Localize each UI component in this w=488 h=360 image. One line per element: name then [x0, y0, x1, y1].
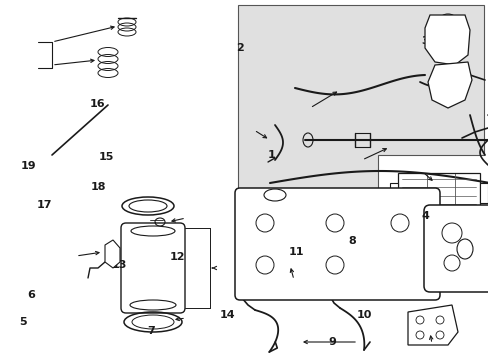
Text: 10: 10: [356, 310, 371, 320]
Text: 18: 18: [91, 182, 106, 192]
Text: 16: 16: [90, 99, 105, 109]
Text: 2: 2: [235, 42, 243, 53]
Polygon shape: [389, 183, 397, 203]
Ellipse shape: [130, 300, 176, 310]
Text: 4: 4: [421, 211, 428, 221]
Text: 15: 15: [99, 152, 114, 162]
Bar: [397, 173, 479, 235]
Ellipse shape: [264, 189, 285, 201]
Text: 12: 12: [169, 252, 184, 262]
Ellipse shape: [440, 75, 458, 95]
Text: 9: 9: [328, 337, 336, 347]
Ellipse shape: [437, 29, 457, 51]
Text: 19: 19: [20, 161, 36, 171]
Polygon shape: [427, 62, 471, 108]
Text: 3: 3: [421, 36, 428, 46]
FancyBboxPatch shape: [423, 205, 488, 292]
Polygon shape: [238, 5, 483, 195]
Polygon shape: [105, 240, 120, 268]
Text: 8: 8: [347, 236, 355, 246]
Ellipse shape: [131, 226, 175, 236]
FancyBboxPatch shape: [121, 223, 184, 313]
Text: 1: 1: [267, 150, 275, 160]
Text: 14: 14: [219, 310, 235, 320]
Text: 6: 6: [27, 290, 35, 300]
FancyBboxPatch shape: [235, 188, 439, 300]
Text: 13: 13: [112, 260, 127, 270]
Text: 7: 7: [147, 326, 155, 336]
Text: 5: 5: [20, 317, 27, 327]
Polygon shape: [407, 305, 457, 345]
Polygon shape: [424, 15, 469, 65]
Polygon shape: [479, 183, 487, 203]
Text: 17: 17: [36, 200, 52, 210]
Text: 11: 11: [288, 247, 304, 257]
